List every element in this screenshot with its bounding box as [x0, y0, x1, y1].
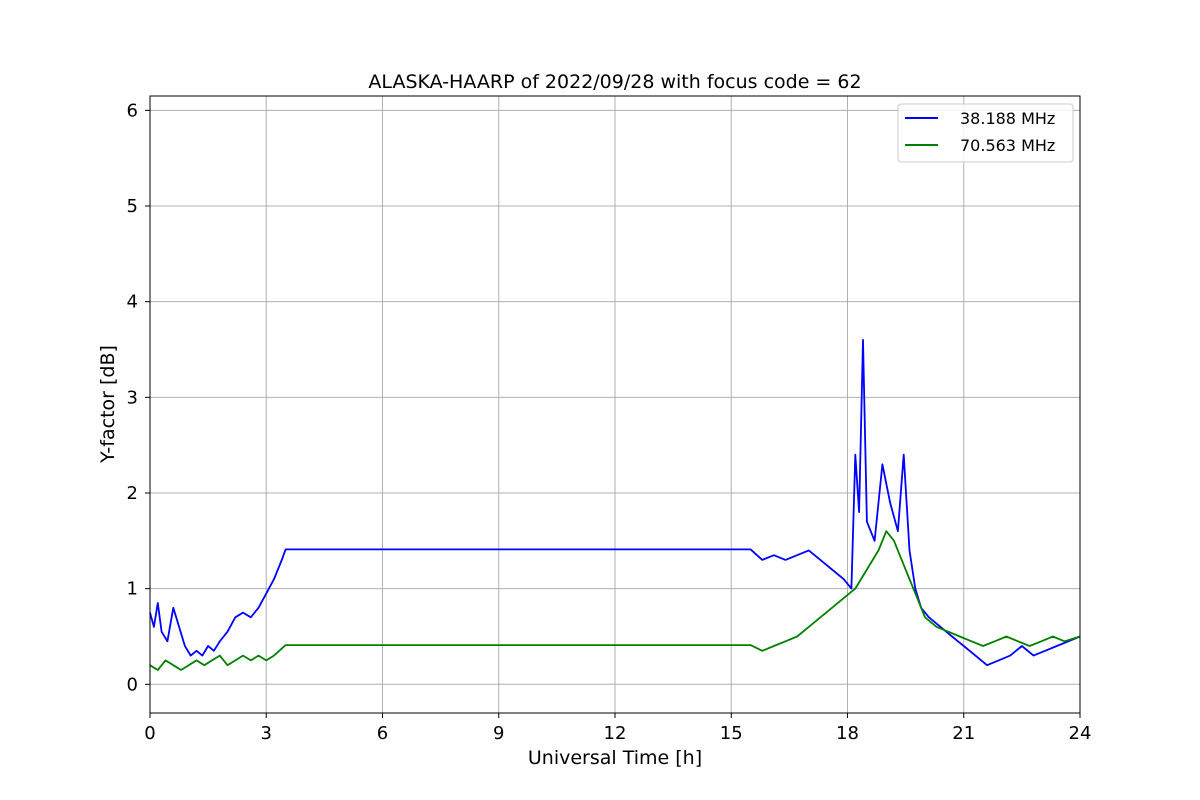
x-tick-label: 21: [952, 723, 975, 744]
x-tick-label: 0: [144, 723, 155, 744]
legend-box: [897, 103, 1074, 163]
y-tick-label: 0: [127, 674, 138, 695]
series-line-2: [149, 530, 1081, 671]
chart-title: ALASKA-HAARP of 2022/09/28 with focus co…: [368, 71, 861, 93]
y-tick-label: 2: [127, 483, 138, 504]
x-tick-label: 6: [377, 723, 388, 744]
legend-label-2: 70.563 MHz: [960, 136, 1055, 155]
legend-label-1: 38.188 MHz: [960, 109, 1055, 128]
series-line-1: [149, 339, 1081, 667]
y-tick-label: 1: [127, 579, 138, 600]
x-axis-title: Universal Time [h]: [528, 747, 702, 769]
y-tick-label: 6: [127, 100, 138, 121]
x-tick-label: 15: [720, 723, 743, 744]
y-tick-label: 4: [127, 292, 138, 313]
legend: 38.188 MHz 70.563 MHz: [897, 103, 1074, 163]
x-axis: 0 3 6 9 12 15 18 21 24: [144, 713, 1091, 744]
y-axis-title: Y-factor [dB]: [97, 345, 119, 464]
x-tick-label: 3: [261, 723, 272, 744]
x-tick-label: 18: [836, 723, 859, 744]
x-tick-label: 24: [1069, 723, 1092, 744]
x-tick-label: 9: [493, 723, 504, 744]
y-tick-label: 5: [127, 196, 138, 217]
x-tick-label: 12: [604, 723, 627, 744]
series-layer: [149, 339, 1081, 671]
y-axis: 0 1 2 3 4 5 6: [127, 100, 150, 695]
y-tick-label: 3: [127, 387, 138, 408]
